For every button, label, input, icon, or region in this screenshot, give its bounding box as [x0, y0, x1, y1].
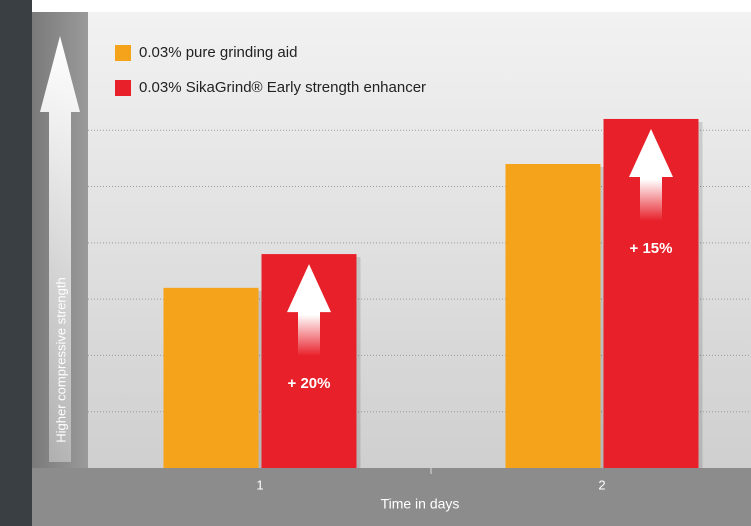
x-axis-label: Time in days	[381, 496, 460, 512]
legend-swatch	[115, 80, 131, 96]
legend-label: 0.03% pure grinding aid	[139, 44, 297, 61]
legend-label: 0.03% SikaGrind® Early strength enhancer	[139, 79, 426, 96]
y-arrow	[40, 36, 80, 462]
bar	[163, 287, 259, 468]
legend-swatch	[115, 45, 131, 61]
x-tick-label: 2	[598, 477, 605, 492]
bar	[505, 164, 601, 468]
annotation: + 15%	[630, 240, 673, 257]
dark-edge	[0, 0, 32, 526]
x-tick-label: 1	[256, 477, 263, 492]
y-axis-label: Higher compressive strength	[53, 277, 68, 442]
increase-arrow	[287, 264, 331, 357]
increase-arrow	[629, 128, 673, 221]
annotation: + 20%	[288, 375, 331, 392]
